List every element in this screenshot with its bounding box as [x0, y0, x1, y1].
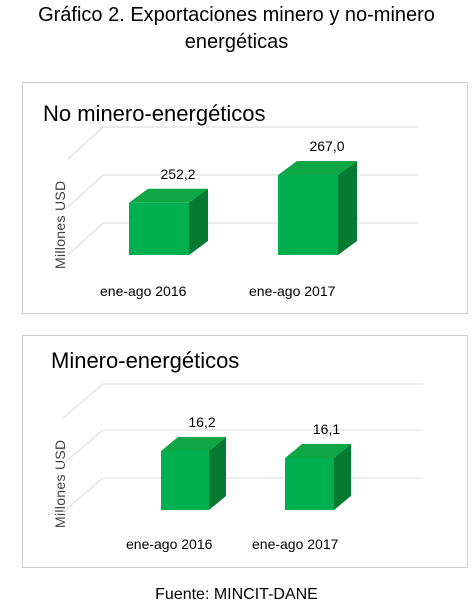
data-label: 267,0 [309, 138, 344, 154]
gridline [67, 222, 418, 256]
bar [278, 161, 357, 255]
data-label: 16,2 [188, 414, 215, 430]
title-line-1: Gráfico 2. Exportaciones minero y no-min… [38, 4, 435, 26]
x-tick-label: ene-ago 2017 [252, 536, 339, 552]
bar-front-face [129, 202, 189, 255]
x-tick-label: ene-ago 2016 [100, 283, 187, 299]
bar [285, 444, 351, 510]
data-label: 16,1 [313, 421, 340, 437]
bar-top-face [129, 188, 208, 203]
title-line-2: energéticas [184, 31, 289, 53]
gridline [67, 174, 418, 208]
bar-chart-plot: 252,2 267,0 [67, 126, 418, 256]
source-footer: Fuente: MINCIT-DANE [155, 586, 318, 603]
panel-title: No minero-energéticos [43, 101, 266, 126]
gridline [62, 429, 423, 465]
bar-top-face [278, 161, 357, 175]
data-label: 252,2 [160, 166, 195, 182]
gridline [62, 383, 423, 419]
gridline [62, 477, 423, 513]
x-tick-label: ene-ago 2016 [126, 536, 213, 552]
panel-no-minero: No minero-energéticos Millones USD 252,2… [22, 82, 468, 314]
bar-front-face [161, 451, 209, 510]
chart-main-title: Gráfico 2. Exportaciones minero y no-min… [0, 2, 473, 56]
bar-side-face [209, 437, 226, 510]
x-tick-label: ene-ago 2017 [249, 283, 336, 299]
bar-side-face [338, 161, 357, 255]
bar-top-face [285, 444, 351, 458]
bar-front-face [278, 175, 338, 255]
bar-side-face [189, 188, 208, 255]
panel-minero: Minero-energéticos Millones USD 16,2 16,1… [22, 335, 468, 568]
bar [161, 437, 226, 510]
bar [129, 188, 208, 255]
panel-title: Minero-energéticos [51, 348, 240, 373]
bar-chart-plot: 16,2 16,1 [62, 383, 423, 513]
gridline [67, 126, 418, 160]
bar-front-face [285, 458, 334, 510]
bar-side-face [334, 444, 351, 510]
bar-top-face [161, 437, 226, 451]
